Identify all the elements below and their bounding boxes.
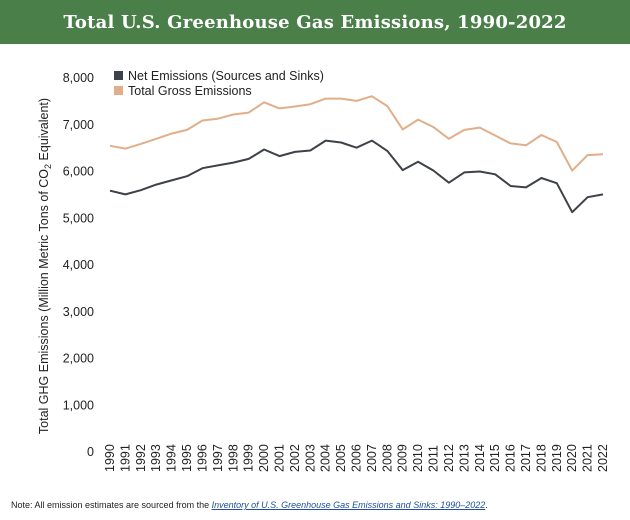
- note-suffix: .: [485, 500, 488, 510]
- y-tick-label: 1,000: [63, 398, 94, 412]
- x-tick-label: 1992: [134, 444, 148, 472]
- x-tick-label: 2010: [411, 444, 425, 472]
- x-tick-label: 2015: [488, 444, 502, 472]
- y-tick-label: 2,000: [63, 352, 94, 366]
- x-tick-label: 2019: [550, 444, 564, 472]
- x-tick-label: 2005: [334, 444, 348, 472]
- x-tick-label: 2002: [288, 444, 302, 472]
- x-tick-label: 2007: [365, 444, 379, 472]
- x-tick-label: 2011: [427, 445, 441, 472]
- x-tick-label: 1997: [211, 444, 225, 472]
- source-note: Note: All emission estimates are sourced…: [11, 500, 488, 510]
- x-tick-label: 2013: [457, 444, 471, 472]
- x-tick-label: 2016: [504, 444, 518, 472]
- x-tick-label: 1991: [118, 444, 132, 472]
- x-tick-label: 2003: [303, 444, 317, 472]
- x-tick-label: 1990: [103, 444, 117, 472]
- legend-label: Total Gross Emissions: [128, 84, 252, 98]
- x-tick-label: 2017: [519, 444, 533, 472]
- y-tick-label: 3,000: [63, 305, 94, 319]
- x-tick-label: 1996: [195, 444, 209, 472]
- legend-swatch: [114, 71, 123, 80]
- y-tick-label: 5,000: [63, 211, 94, 225]
- x-tick-label: 2000: [257, 444, 271, 472]
- x-tick-label: 2012: [442, 444, 456, 472]
- chart-title: Total U.S. Greenhouse Gas Emissions, 199…: [0, 0, 630, 44]
- y-tick-label: 4,000: [63, 258, 94, 272]
- x-tick-label: 2001: [272, 444, 286, 472]
- x-tick-label: 2006: [350, 444, 364, 472]
- note-prefix: Note: All emission estimates are sourced…: [11, 500, 212, 510]
- x-tick-label: 2014: [473, 444, 487, 472]
- gross-emissions-line: [109, 95, 604, 172]
- y-tick-label: 7,000: [63, 118, 94, 132]
- x-tick-label: 1995: [180, 444, 194, 472]
- x-tick-label: 2022: [596, 444, 610, 472]
- x-tick-label: 2021: [581, 444, 595, 472]
- x-tick-label: 2018: [534, 444, 548, 472]
- chart-area: 0 1,000 2,000 3,000 4,000 5,000 6,000 7,000 8,00…: [0, 44, 630, 489]
- inventory-link[interactable]: Inventory of U.S. Greenhouse Gas Emissio…: [211, 500, 486, 510]
- x-tick-label: 2020: [565, 444, 579, 472]
- x-tick-label: 1998: [226, 444, 240, 472]
- y-tick-label: 6,000: [63, 165, 94, 179]
- y-tick-label: 0: [87, 445, 94, 459]
- x-tick-label: 2009: [396, 444, 410, 472]
- legend-swatch: [114, 86, 123, 95]
- y-tick-label: 8,000: [63, 71, 94, 85]
- x-tick-label: 1999: [242, 444, 256, 472]
- x-tick-label: 1993: [149, 444, 163, 472]
- y-axis-label: Total GHG Emissions (Million Metric Tons…: [37, 98, 53, 434]
- x-tick-label: 2008: [380, 444, 394, 472]
- x-tick-label: 2004: [319, 444, 333, 472]
- x-tick-label: 1994: [165, 444, 179, 472]
- line-chart: 0 1,000 2,000 3,000 4,000 5,000 6,000 7,000 8,00…: [37, 69, 610, 472]
- legend-label: Net Emissions (Sources and Sinks): [128, 69, 324, 83]
- net-emissions-line: [109, 139, 604, 214]
